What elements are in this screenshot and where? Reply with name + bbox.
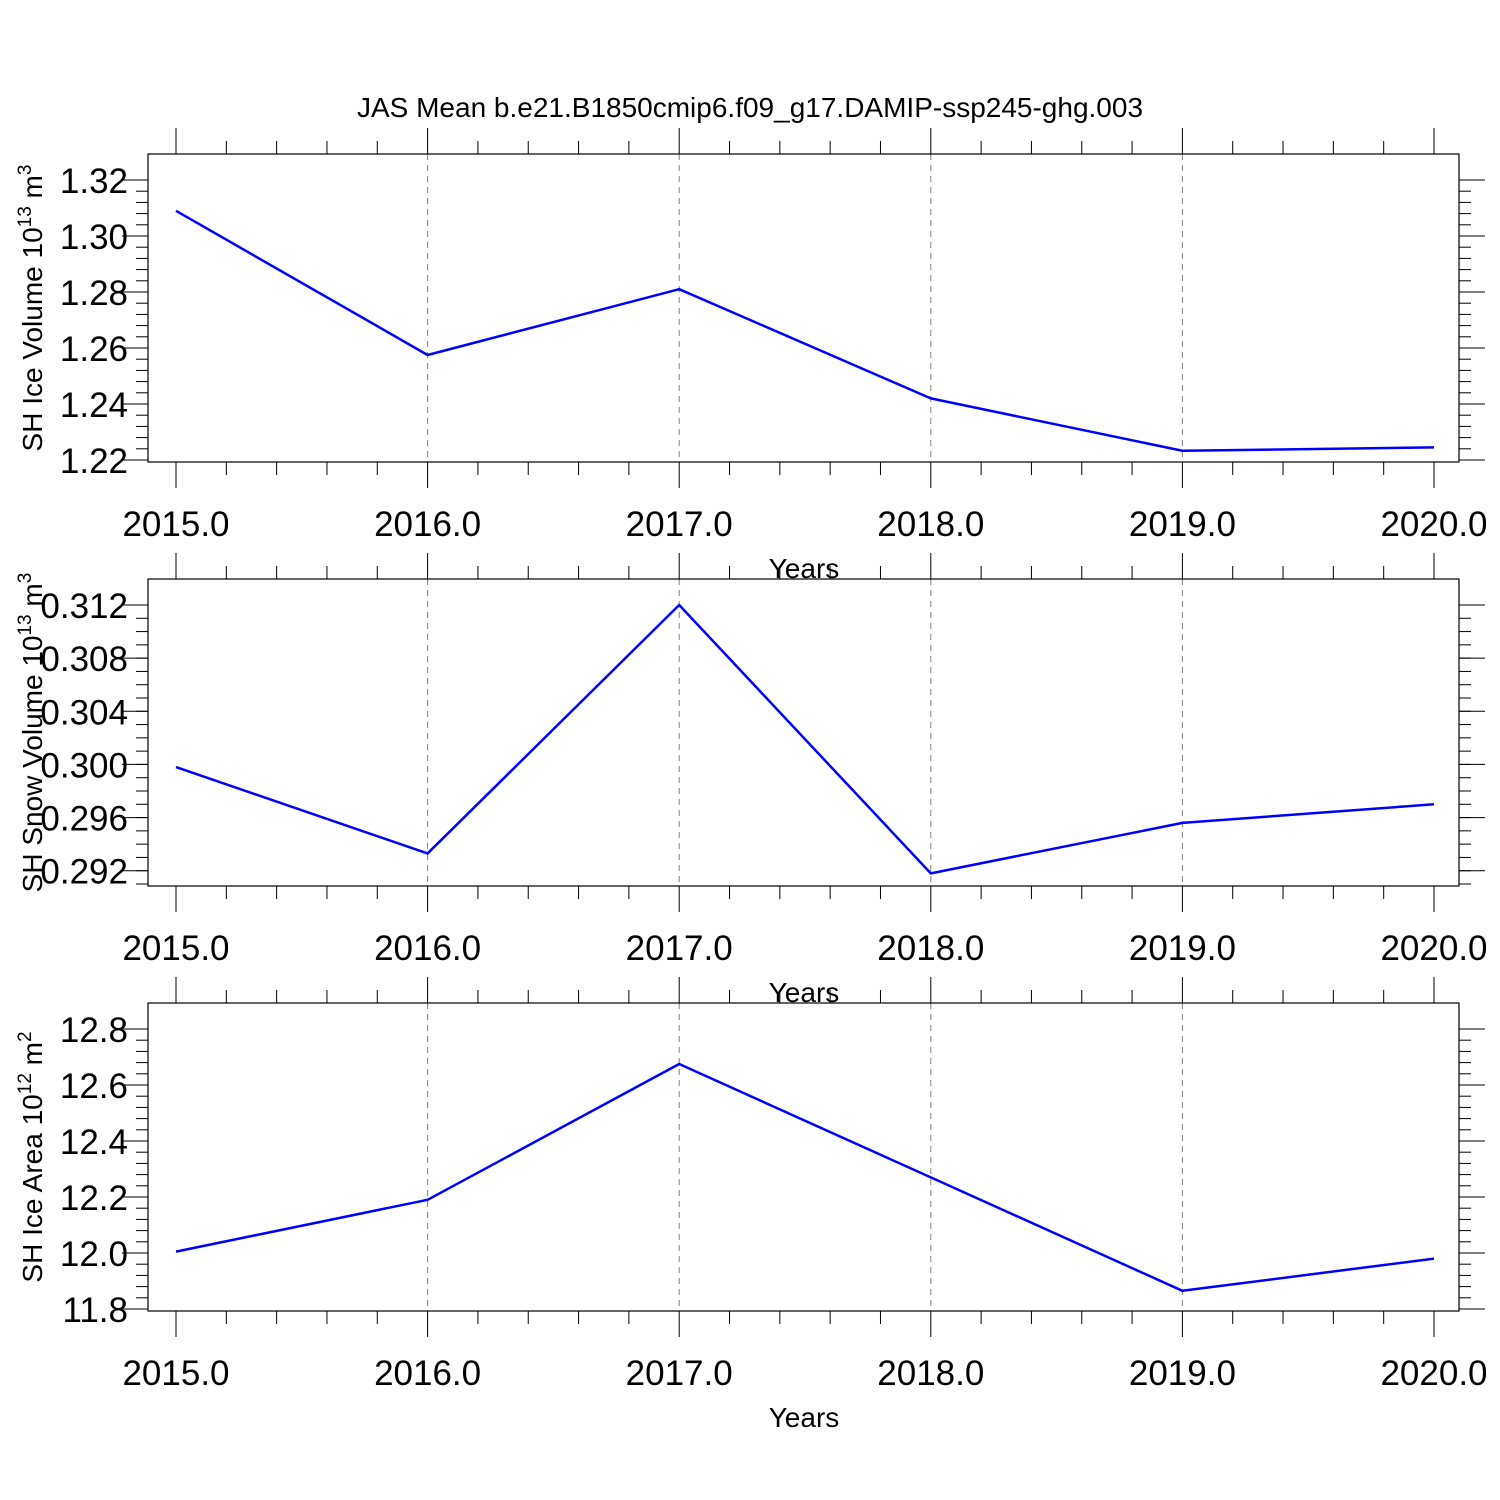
y-axis-title-part: m xyxy=(17,583,48,614)
x-tick-label: 2019.0 xyxy=(1129,929,1236,968)
y-tick-label: 1.28 xyxy=(60,274,128,313)
x-tick-label: 2018.0 xyxy=(877,505,984,544)
y-axis-title-part: m xyxy=(17,1042,48,1073)
x-tick-label: 2018.0 xyxy=(877,929,984,968)
y-tick-label: 0.308 xyxy=(40,640,128,679)
x-tick-label: 2017.0 xyxy=(626,929,733,968)
plot-frame xyxy=(147,578,1460,887)
y-axis-title-part: SH Ice Volume 10 xyxy=(17,227,48,451)
y-axis-title-superscript: 3 xyxy=(15,165,36,176)
chart-panel-2: 0.292 0.296 0.300 0.304 0.308 0.312 2015.0 2016… xyxy=(15,553,1488,1008)
y-axis-title-superscript: 2 xyxy=(15,1031,36,1042)
x-tick-label: 2020.0 xyxy=(1380,1354,1487,1393)
chart-panel-1: 1.22 1.24 1.26 1.28 1.30 1.32 2015.0 2016.0 2017… xyxy=(15,128,1488,584)
x-tick-label: 2019.0 xyxy=(1129,1354,1236,1393)
y-tick-label: 12.8 xyxy=(60,1011,128,1050)
y-tick-label: 12.4 xyxy=(60,1123,128,1162)
y-axis-title-superscript: 3 xyxy=(15,573,36,584)
x-axis-title: Years xyxy=(769,1402,840,1433)
plot-frame xyxy=(147,1002,1460,1312)
y-axis-title-superscript: 13 xyxy=(15,206,36,227)
y-axis-title: SH Snow Volume 1013 m3 xyxy=(15,573,48,893)
y-tick-label: 12.0 xyxy=(60,1235,128,1274)
y-tick-label: 0.300 xyxy=(40,746,128,785)
y-tick-label: 1.30 xyxy=(60,218,128,257)
y-tick-label: 0.296 xyxy=(40,800,128,839)
chart-panel-3: 11.8 12.0 12.2 12.4 12.6 12.8 2015.0 2016.0 2017… xyxy=(15,977,1488,1433)
series-line xyxy=(175,209,1435,453)
y-tick-label: 12.6 xyxy=(60,1067,128,1106)
series-line xyxy=(175,1062,1435,1293)
panels: 1.22 1.24 1.26 1.28 1.30 1.32 2015.0 2016.0 2017… xyxy=(15,128,1488,1433)
x-tick-label: 2016.0 xyxy=(374,1354,481,1393)
x-tick-label: 2016.0 xyxy=(374,505,481,544)
y-tick-label: 1.24 xyxy=(60,386,128,425)
x-tick-label: 2016.0 xyxy=(374,929,481,968)
x-tick-label: 2017.0 xyxy=(626,505,733,544)
y-axis-title: SH Ice Volume 1013 m3 xyxy=(15,165,48,452)
x-tick-label: 2020.0 xyxy=(1380,929,1487,968)
x-tick-label: 2017.0 xyxy=(626,1354,733,1393)
y-axis-title-part: SH Ice Area 10 xyxy=(17,1094,48,1282)
x-tick-label: 2015.0 xyxy=(122,1354,229,1393)
y-tick-label: 0.312 xyxy=(40,587,128,626)
y-tick-label: 12.2 xyxy=(60,1179,128,1218)
y-axis-title: SH Ice Area 1012 m2 xyxy=(15,1031,48,1282)
y-tick-label: 1.32 xyxy=(60,162,128,201)
x-tick-label: 2019.0 xyxy=(1129,505,1236,544)
y-tick-label: 0.292 xyxy=(40,853,128,892)
y-axis-title-part: m xyxy=(17,175,48,206)
y-axis-title-part: SH Snow Volume 10 xyxy=(17,636,48,893)
y-tick-label: 11.8 xyxy=(62,1291,128,1330)
y-tick-label: 0.304 xyxy=(40,693,128,732)
y-axis-title-superscript: 13 xyxy=(15,614,36,635)
plot-frame xyxy=(147,153,1460,463)
x-tick-label: 2015.0 xyxy=(122,505,229,544)
x-tick-label: 2018.0 xyxy=(877,1354,984,1393)
x-tick-label: 2015.0 xyxy=(122,929,229,968)
y-tick-label: 1.22 xyxy=(60,442,128,481)
figure-title: JAS Mean b.e21.B1850cmip6.f09_g17.DAMIP-… xyxy=(357,92,1143,123)
x-tick-label: 2020.0 xyxy=(1380,505,1487,544)
series-line xyxy=(175,603,1435,875)
y-tick-label: 1.26 xyxy=(60,330,128,369)
y-axis-title-superscript: 12 xyxy=(15,1073,36,1094)
